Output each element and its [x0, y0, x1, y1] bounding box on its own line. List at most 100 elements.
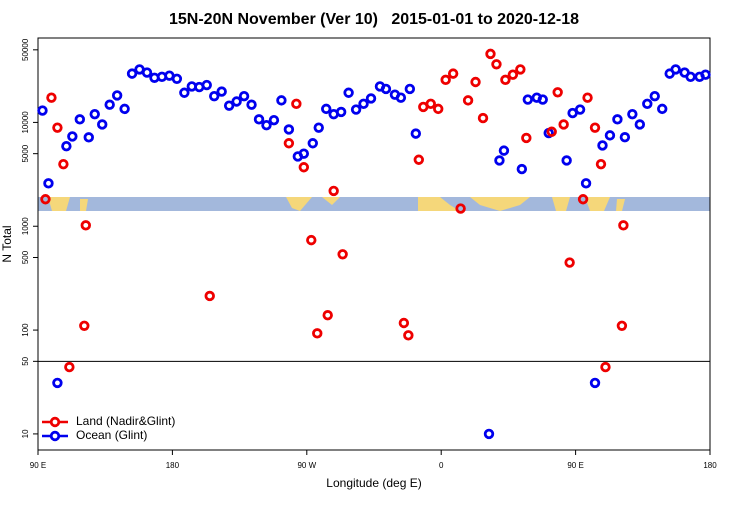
point — [43, 178, 54, 189]
point — [298, 162, 310, 173]
point — [83, 132, 94, 143]
point — [619, 132, 631, 143]
point — [564, 257, 575, 268]
point — [649, 90, 660, 102]
point — [283, 124, 295, 135]
point — [494, 155, 505, 166]
point — [522, 94, 534, 105]
point — [298, 148, 310, 159]
point — [307, 138, 318, 149]
point — [67, 131, 78, 142]
x-tick-label: 180 — [703, 461, 717, 470]
y-tick-label: 10000 — [21, 111, 30, 134]
legend-marker — [49, 416, 61, 428]
point — [209, 90, 220, 102]
y-tick-label: 500 — [21, 250, 30, 264]
point — [413, 154, 424, 165]
point — [462, 95, 474, 106]
point — [597, 140, 608, 151]
point — [337, 249, 348, 260]
x-tick-label: 0 — [439, 461, 444, 470]
point — [618, 220, 629, 231]
point — [670, 64, 681, 75]
point — [119, 103, 130, 115]
point — [58, 158, 69, 170]
point — [313, 122, 324, 133]
plot-frame — [37, 37, 711, 451]
y-tick-label: 50 — [21, 356, 30, 365]
point — [657, 103, 668, 115]
map-ocean — [38, 197, 710, 211]
point — [515, 64, 526, 75]
point — [485, 48, 496, 60]
point — [52, 377, 63, 389]
map-strip — [38, 197, 710, 211]
point — [642, 98, 653, 110]
point — [574, 104, 586, 115]
point — [126, 68, 138, 79]
point — [403, 330, 414, 341]
point — [350, 104, 362, 115]
point — [589, 122, 601, 133]
point — [322, 310, 333, 321]
chart-title: 15N-20N November (Ver 10) 2015-01-01 to … — [169, 11, 579, 28]
point — [306, 234, 317, 246]
point — [595, 158, 607, 170]
point — [600, 361, 611, 373]
point — [477, 112, 489, 124]
x-tick-label: 90 W — [297, 461, 316, 470]
y-tick-label: 10 — [21, 429, 30, 438]
point — [141, 67, 153, 78]
point — [561, 155, 572, 166]
point — [470, 76, 481, 88]
map-land — [48, 197, 625, 211]
point — [491, 59, 502, 70]
point — [395, 92, 407, 103]
point — [276, 95, 287, 106]
point — [440, 74, 451, 86]
x-tick-label: 90 E — [30, 461, 46, 470]
y-tick-label: 1000 — [21, 217, 30, 235]
point — [216, 86, 227, 97]
point — [500, 74, 511, 86]
y-tick-label: 5000 — [21, 144, 30, 162]
point — [604, 130, 616, 141]
point — [521, 132, 532, 144]
point — [231, 96, 242, 107]
point — [223, 100, 235, 111]
y-tick-label: 50000 — [21, 38, 30, 61]
point — [246, 99, 257, 110]
point — [97, 119, 108, 130]
y-tick-label: 100 — [21, 323, 30, 337]
y-axis-label: N Total — [0, 225, 14, 262]
point — [89, 108, 100, 120]
point — [616, 320, 628, 331]
x-tick-label: 90 E — [567, 461, 583, 470]
point — [261, 119, 272, 131]
point — [358, 98, 369, 110]
point — [577, 194, 589, 205]
point — [546, 126, 557, 137]
x-axis-label: Longitude (deg E) — [326, 476, 421, 490]
point — [589, 377, 601, 389]
point — [46, 92, 57, 103]
point — [204, 290, 215, 302]
point — [201, 79, 212, 91]
point — [580, 178, 592, 189]
legend-marker — [49, 430, 61, 442]
legend-label: Land (Nadir&Glint) — [76, 414, 175, 428]
point — [111, 90, 123, 101]
point — [398, 317, 410, 329]
x-tick-label: 180 — [166, 461, 180, 470]
point — [328, 185, 339, 197]
point — [700, 69, 711, 80]
point — [179, 87, 190, 98]
point — [61, 141, 72, 152]
point — [80, 220, 91, 231]
point — [283, 138, 295, 149]
point — [404, 83, 416, 95]
point — [627, 108, 638, 120]
point — [74, 114, 86, 125]
